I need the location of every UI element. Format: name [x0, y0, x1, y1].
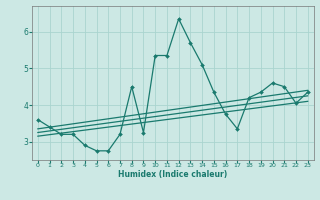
X-axis label: Humidex (Indice chaleur): Humidex (Indice chaleur) — [118, 170, 228, 179]
